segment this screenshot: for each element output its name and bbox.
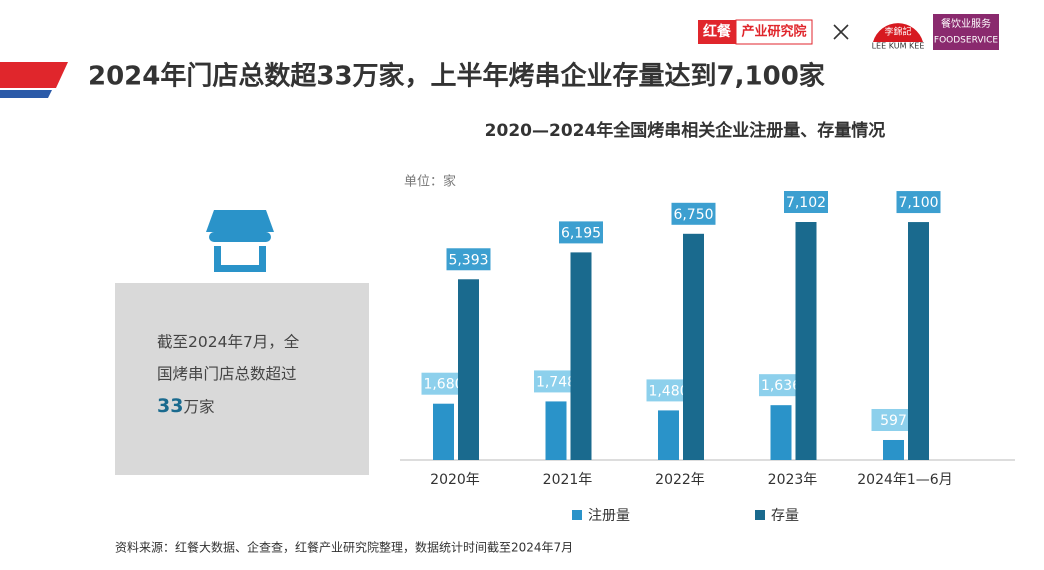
- x-tick-label: 2020年: [430, 472, 480, 488]
- x-tick-label: 2023年: [768, 472, 818, 488]
- logo-institute: 产业研究院: [741, 24, 806, 40]
- legend-swatch: [755, 510, 765, 520]
- unit-label: 单位：家: [404, 174, 456, 190]
- callout-unit: 万家: [183, 398, 215, 416]
- x-tick-label: 2021年: [543, 472, 593, 488]
- bar: [683, 233, 704, 460]
- value-label: 1,748: [536, 374, 576, 390]
- value-label: 6,750: [673, 207, 713, 223]
- value-label: 1,480: [648, 383, 688, 399]
- value-label: 7,102: [786, 195, 826, 211]
- value-label-box: [759, 374, 803, 397]
- bar: [458, 279, 479, 460]
- title-bar: [0, 62, 68, 88]
- value-label-box: [559, 221, 603, 244]
- service-en: FOODSERVICE: [934, 36, 999, 46]
- bar: [433, 403, 454, 460]
- value-label-box: [896, 191, 941, 214]
- title-stripe: [0, 90, 52, 98]
- page-title: 2024年门店总数超33万家，上半年烤串企业存量达到7,100家: [88, 61, 825, 92]
- legend-swatch: [572, 510, 582, 520]
- bar: [795, 222, 817, 460]
- value-label-box: [784, 191, 828, 213]
- value-label-box: [871, 408, 916, 431]
- x-tick-label: 2024年1—6月: [857, 472, 952, 488]
- logo-box: [698, 20, 736, 44]
- value-label-box: [671, 202, 716, 225]
- bar: [908, 222, 929, 460]
- legend-label: 注册量: [588, 508, 630, 524]
- callout-text: 截至2024年7月，全国烤串门店总数超过 33万家: [157, 326, 309, 423]
- value-label: 1,636: [761, 378, 801, 394]
- bar: [883, 439, 904, 460]
- partner-cn: 李錦記: [884, 26, 911, 38]
- source-note: 资料来源：红餐大数据、企查查，红餐产业研究院整理，数据统计时间截至2024年7月: [115, 540, 573, 555]
- value-label: 597: [880, 413, 907, 429]
- times-icon: [833, 24, 849, 40]
- callout-box: [115, 283, 369, 475]
- store-icon: [206, 210, 274, 272]
- bar: [658, 410, 679, 460]
- partner-en: LEE KUM KEE: [872, 42, 925, 51]
- value-label: 7,100: [898, 195, 938, 211]
- x-tick-label: 2022年: [655, 472, 705, 488]
- value-label: 5,393: [448, 252, 488, 268]
- bar: [570, 252, 592, 460]
- value-label: 1,680: [423, 377, 463, 393]
- logo-brand: 红餐: [703, 23, 732, 40]
- logo-box2: [735, 19, 813, 45]
- service-box: [933, 14, 999, 50]
- callout-body: 截至2024年7月，全国烤串门店总数超过: [157, 333, 300, 383]
- bar: [545, 401, 567, 460]
- chart-title: 2020—2024年全国烤串相关企业注册量、存量情况: [485, 120, 886, 141]
- callout-number: 33: [157, 395, 184, 417]
- bar: [770, 405, 792, 460]
- value-label: 6,195: [561, 225, 601, 241]
- legend-label: 存量: [771, 508, 799, 524]
- value-label-box: [421, 372, 466, 395]
- partner-logo: [873, 23, 923, 42]
- value-label-box: [646, 379, 691, 402]
- value-label-box: [534, 370, 578, 393]
- value-label-box: [446, 248, 491, 271]
- service-cn: 餐饮业服务: [941, 17, 991, 30]
